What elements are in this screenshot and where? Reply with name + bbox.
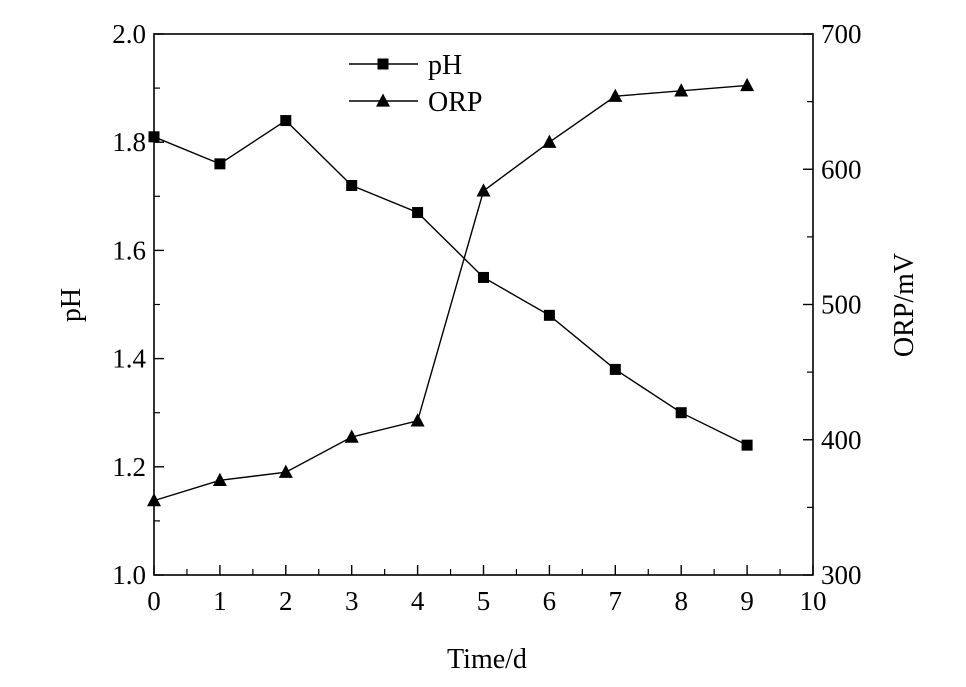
x-tick-label: 8 bbox=[674, 586, 688, 616]
ph-point bbox=[609, 363, 621, 375]
x-tick-label: 2 bbox=[279, 586, 293, 616]
orp-point bbox=[410, 413, 425, 427]
y-right-tick-label: 600 bbox=[821, 154, 862, 184]
y-left-tick-label: 1.6 bbox=[112, 235, 146, 265]
ph-point bbox=[214, 158, 226, 170]
plot-frame bbox=[153, 33, 814, 576]
legend-ph-label: pH bbox=[428, 50, 462, 81]
orp-point bbox=[542, 134, 557, 148]
ph-point bbox=[478, 271, 489, 283]
x-tick-label: 9 bbox=[740, 586, 754, 616]
y-axis-title-left: pH bbox=[56, 288, 87, 322]
series bbox=[147, 77, 755, 507]
ph-point bbox=[148, 131, 160, 143]
orp-point bbox=[344, 429, 359, 443]
legend-ph-marker bbox=[377, 58, 389, 70]
ph-point bbox=[741, 439, 753, 451]
y-left-tick-label: 2.0 bbox=[112, 19, 146, 49]
ph-point bbox=[280, 115, 292, 127]
orp-point bbox=[740, 77, 755, 92]
legend: pH ORP bbox=[349, 50, 482, 118]
orp-point bbox=[476, 183, 491, 197]
x-tick-label: 7 bbox=[609, 586, 623, 616]
orp-line bbox=[153, 84, 748, 502]
orp-point bbox=[608, 88, 623, 102]
legend-orp-marker bbox=[376, 93, 390, 107]
orp-point bbox=[674, 83, 689, 97]
x-tick-label: 1 bbox=[213, 586, 227, 616]
orp-point bbox=[147, 493, 161, 507]
ph-point bbox=[412, 207, 424, 219]
y-right-tick-label: 500 bbox=[821, 290, 862, 320]
x-tick-label: 4 bbox=[411, 586, 425, 616]
x-tick-label: 5 bbox=[477, 586, 491, 616]
axes bbox=[153, 33, 814, 576]
ph-point bbox=[675, 407, 687, 419]
x-axis-title: Time/d bbox=[447, 644, 527, 675]
x-tick-label: 6 bbox=[543, 586, 557, 616]
y-left-tick-label: 1.0 bbox=[112, 560, 146, 590]
y-left-tick-label: 1.2 bbox=[112, 452, 146, 482]
ticks: 0 1 2 3 4 5 6 7 8 9 10 1.0 1.2 1.4 1.6 1.8 2.0 300 400 500 6… bbox=[112, 19, 861, 616]
x-tick-label: 0 bbox=[147, 586, 161, 616]
y-right-tick-label: 400 bbox=[821, 425, 862, 455]
orp-point bbox=[212, 472, 227, 486]
x-tick-label: 3 bbox=[345, 586, 359, 616]
y-left-tick-label: 1.8 bbox=[112, 127, 146, 157]
ph-point bbox=[346, 179, 358, 191]
y-right-tick-label: 300 bbox=[821, 560, 862, 590]
y-left-tick-label: 1.4 bbox=[112, 344, 146, 374]
y-axis-title-right: ORP/mV bbox=[889, 253, 920, 357]
orp-point bbox=[278, 464, 293, 478]
x-tick-label: 10 bbox=[800, 586, 827, 616]
ph-point bbox=[543, 309, 555, 321]
legend-orp-label: ORP bbox=[428, 87, 482, 118]
ph-line bbox=[153, 119, 748, 446]
y-right-tick-label: 700 bbox=[821, 19, 862, 49]
